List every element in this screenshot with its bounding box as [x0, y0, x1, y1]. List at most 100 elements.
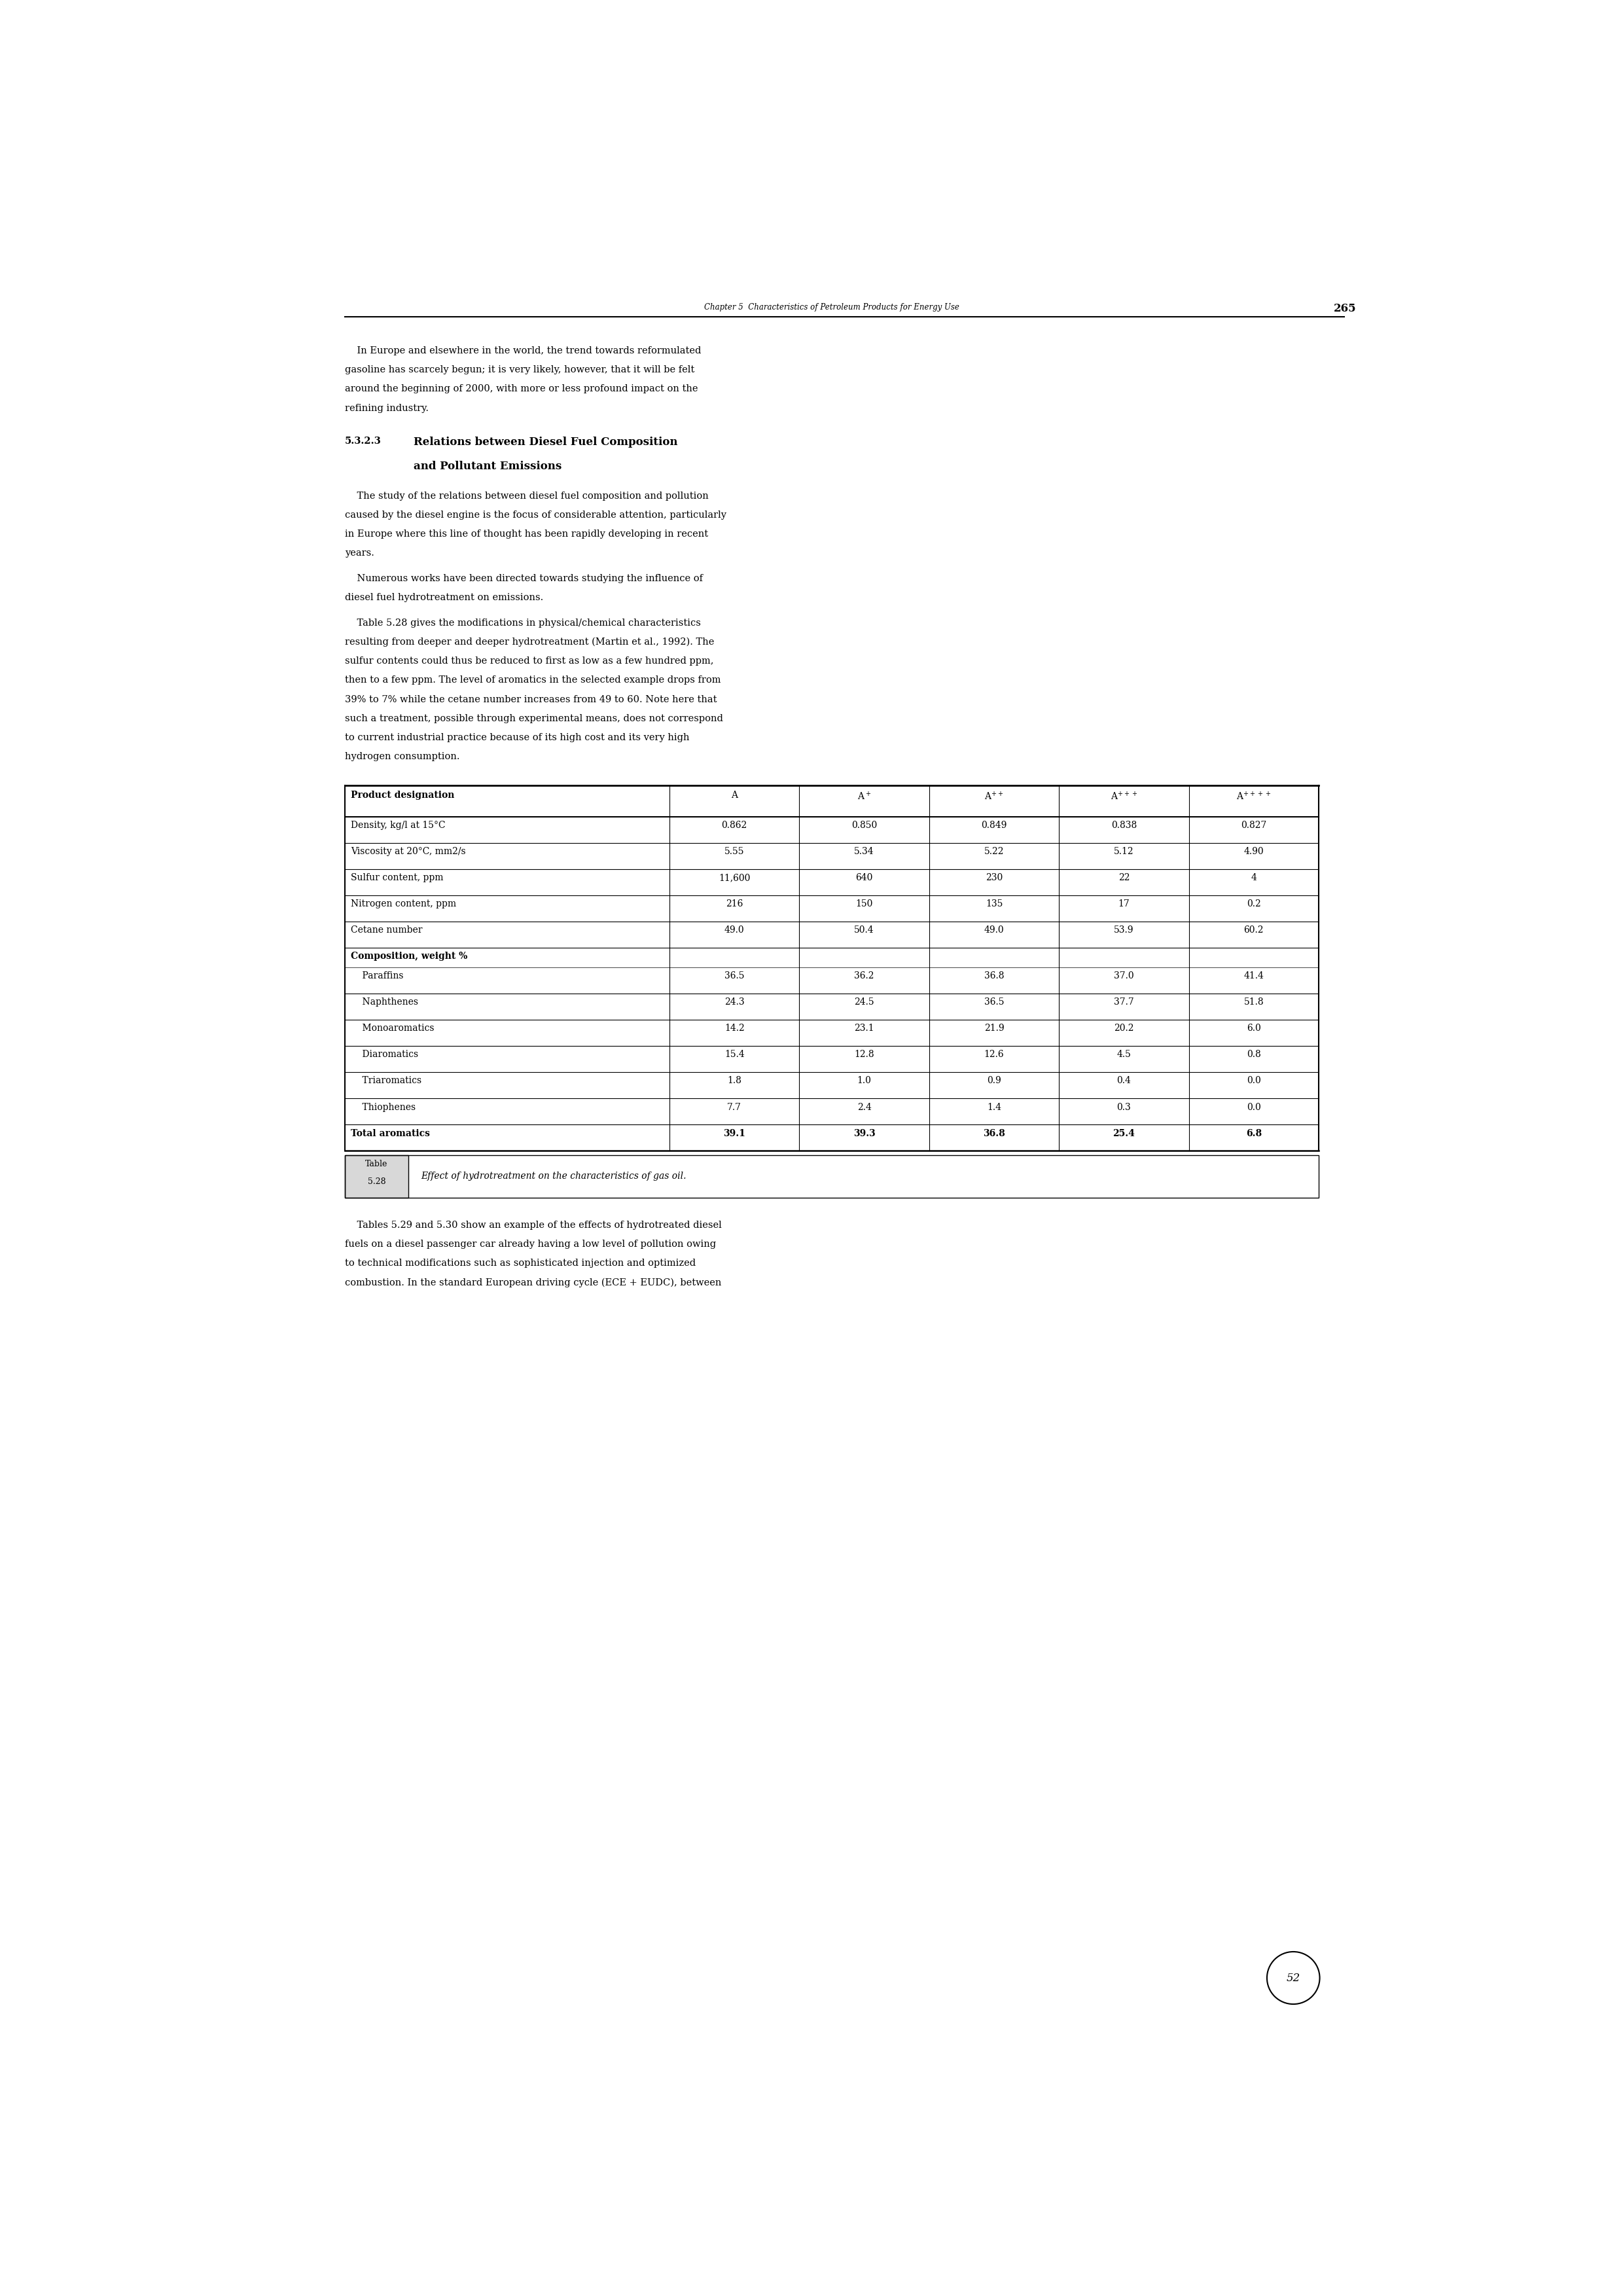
- Text: 11,600: 11,600: [719, 872, 750, 882]
- Text: combustion. In the standard European driving cycle (ECE + EUDC), between: combustion. In the standard European dri…: [344, 1279, 722, 1288]
- Text: Chapter 5  Characteristics of Petroleum Products for Energy Use: Chapter 5 Characteristics of Petroleum P…: [704, 303, 959, 312]
- Text: 6.8: 6.8: [1246, 1130, 1261, 1139]
- Text: gasoline has scarcely begun; it is very likely, however, that it will be felt: gasoline has scarcely begun; it is very …: [344, 365, 695, 374]
- Text: 0.2: 0.2: [1246, 900, 1261, 909]
- Text: 0.827: 0.827: [1242, 820, 1266, 829]
- Text: refining industry.: refining industry.: [344, 404, 428, 413]
- Text: 640: 640: [855, 872, 873, 882]
- Text: Thiophenes: Thiophenes: [351, 1102, 415, 1111]
- Text: 12.8: 12.8: [854, 1049, 875, 1058]
- Text: in Europe where this line of thought has been rapidly developing in recent: in Europe where this line of thought has…: [344, 530, 708, 540]
- Text: 0.0: 0.0: [1246, 1077, 1261, 1086]
- Text: 1.8: 1.8: [727, 1077, 742, 1086]
- Text: Table: Table: [365, 1159, 388, 1169]
- Text: A$^{++++}$: A$^{++++}$: [1237, 790, 1271, 801]
- Text: A$^+$: A$^+$: [857, 790, 872, 801]
- Text: 36.2: 36.2: [854, 971, 875, 980]
- Text: Numerous works have been directed towards studying the influence of: Numerous works have been directed toward…: [344, 574, 703, 583]
- Text: Effect of hydrotreatment on the characteristics of gas oil.: Effect of hydrotreatment on the characte…: [420, 1171, 687, 1180]
- Text: 22: 22: [1118, 872, 1130, 882]
- Text: years.: years.: [344, 549, 375, 558]
- Text: 36.8: 36.8: [984, 1130, 1005, 1139]
- Text: Monoaromatics: Monoaromatics: [351, 1024, 435, 1033]
- Text: 14.2: 14.2: [724, 1024, 745, 1033]
- Text: Triaromatics: Triaromatics: [351, 1077, 422, 1086]
- Text: 1.0: 1.0: [857, 1077, 872, 1086]
- Text: Density, kg/l at 15°C: Density, kg/l at 15°C: [351, 820, 446, 829]
- Text: 15.4: 15.4: [724, 1049, 745, 1058]
- Text: 150: 150: [855, 900, 873, 909]
- Text: 37.7: 37.7: [1113, 999, 1134, 1008]
- Text: resulting from deeper and deeper hydrotreatment (Martin et al., 1992). The: resulting from deeper and deeper hydrotr…: [344, 638, 714, 647]
- Text: 49.0: 49.0: [984, 925, 1005, 934]
- Text: 0.8: 0.8: [1246, 1049, 1261, 1058]
- Text: Product designation: Product designation: [351, 790, 454, 799]
- Text: 0.9: 0.9: [987, 1077, 1001, 1086]
- Text: to current industrial practice because of its high cost and its very high: to current industrial practice because o…: [344, 732, 690, 742]
- Text: 265: 265: [1334, 303, 1357, 315]
- Text: and Pollutant Emissions: and Pollutant Emissions: [414, 461, 562, 473]
- Text: hydrogen consumption.: hydrogen consumption.: [344, 753, 459, 762]
- Text: 5.34: 5.34: [854, 847, 875, 856]
- Text: Tables 5.29 and 5.30 show an example of the effects of hydrotreated diesel: Tables 5.29 and 5.30 show an example of …: [344, 1221, 722, 1231]
- Text: 36.5: 36.5: [984, 999, 1005, 1008]
- Text: around the beginning of 2000, with more or less profound impact on the: around the beginning of 2000, with more …: [344, 383, 698, 393]
- Text: 1.4: 1.4: [987, 1102, 1001, 1111]
- Text: such a treatment, possible through experimental means, does not correspond: such a treatment, possible through exper…: [344, 714, 724, 723]
- Text: 52: 52: [1287, 1972, 1300, 1984]
- Text: 5.55: 5.55: [724, 847, 745, 856]
- Text: The study of the relations between diesel fuel composition and pollution: The study of the relations between diese…: [344, 491, 709, 501]
- Text: 39.1: 39.1: [724, 1130, 745, 1139]
- Text: Diaromatics: Diaromatics: [351, 1049, 419, 1058]
- Text: diesel fuel hydrotreatment on emissions.: diesel fuel hydrotreatment on emissions.: [344, 592, 544, 602]
- Text: 5.22: 5.22: [984, 847, 1005, 856]
- Text: 25.4: 25.4: [1113, 1130, 1134, 1139]
- Text: In Europe and elsewhere in the world, the trend towards reformulated: In Europe and elsewhere in the world, th…: [344, 347, 701, 356]
- Text: 0.3: 0.3: [1117, 1102, 1131, 1111]
- Text: fuels on a diesel passenger car already having a low level of pollution owing: fuels on a diesel passenger car already …: [344, 1240, 716, 1249]
- Text: 23.1: 23.1: [854, 1024, 875, 1033]
- Text: 135: 135: [985, 900, 1003, 909]
- Text: 0.849: 0.849: [982, 820, 1006, 829]
- Text: 2.4: 2.4: [857, 1102, 872, 1111]
- Text: 39% to 7% while the cetane number increases from 49 to 60. Note here that: 39% to 7% while the cetane number increa…: [344, 696, 717, 705]
- Text: 0.4: 0.4: [1117, 1077, 1131, 1086]
- Text: 50.4: 50.4: [854, 925, 875, 934]
- Text: Paraffins: Paraffins: [351, 971, 404, 980]
- Text: 4: 4: [1251, 872, 1256, 882]
- Text: 5.3.2.3: 5.3.2.3: [344, 436, 381, 445]
- Text: A$^{+++}$: A$^{+++}$: [1110, 790, 1138, 801]
- Text: 24.3: 24.3: [724, 999, 745, 1008]
- Text: 60.2: 60.2: [1243, 925, 1264, 934]
- Text: 20.2: 20.2: [1113, 1024, 1134, 1033]
- Text: caused by the diesel engine is the focus of considerable attention, particularly: caused by the diesel engine is the focus…: [344, 510, 727, 519]
- Text: Viscosity at 20°C, mm2/s: Viscosity at 20°C, mm2/s: [351, 847, 466, 856]
- Text: sulfur contents could thus be reduced to first as low as a few hundred ppm,: sulfur contents could thus be reduced to…: [344, 657, 714, 666]
- Text: then to a few ppm. The level of aromatics in the selected example drops from: then to a few ppm. The level of aromatic…: [344, 675, 721, 684]
- Text: Sulfur content, ppm: Sulfur content, ppm: [351, 872, 443, 882]
- Text: 24.5: 24.5: [854, 999, 875, 1008]
- Text: 21.9: 21.9: [984, 1024, 1005, 1033]
- Text: 230: 230: [985, 872, 1003, 882]
- Text: A: A: [730, 790, 738, 799]
- Text: 0.862: 0.862: [722, 820, 747, 829]
- Text: 49.0: 49.0: [724, 925, 745, 934]
- Text: 216: 216: [725, 900, 743, 909]
- Text: Composition, weight %: Composition, weight %: [351, 953, 467, 962]
- Text: to technical modifications such as sophisticated injection and optimized: to technical modifications such as sophi…: [344, 1258, 696, 1267]
- Text: 4.90: 4.90: [1243, 847, 1264, 856]
- Text: Cetane number: Cetane number: [351, 925, 422, 934]
- Text: Total aromatics: Total aromatics: [351, 1130, 430, 1139]
- Text: Relations between Diesel Fuel Composition: Relations between Diesel Fuel Compositio…: [414, 436, 677, 448]
- Text: A$^{++}$: A$^{++}$: [985, 790, 1003, 801]
- Text: 0.838: 0.838: [1112, 820, 1136, 829]
- Text: Nitrogen content, ppm: Nitrogen content, ppm: [351, 900, 456, 909]
- Text: 53.9: 53.9: [1113, 925, 1134, 934]
- Text: 36.5: 36.5: [724, 971, 745, 980]
- FancyBboxPatch shape: [344, 1155, 409, 1199]
- Text: 6.0: 6.0: [1246, 1024, 1261, 1033]
- Text: 39.3: 39.3: [854, 1130, 875, 1139]
- Text: 36.8: 36.8: [984, 971, 1005, 980]
- Text: 0.850: 0.850: [852, 820, 876, 829]
- Text: 37.0: 37.0: [1113, 971, 1134, 980]
